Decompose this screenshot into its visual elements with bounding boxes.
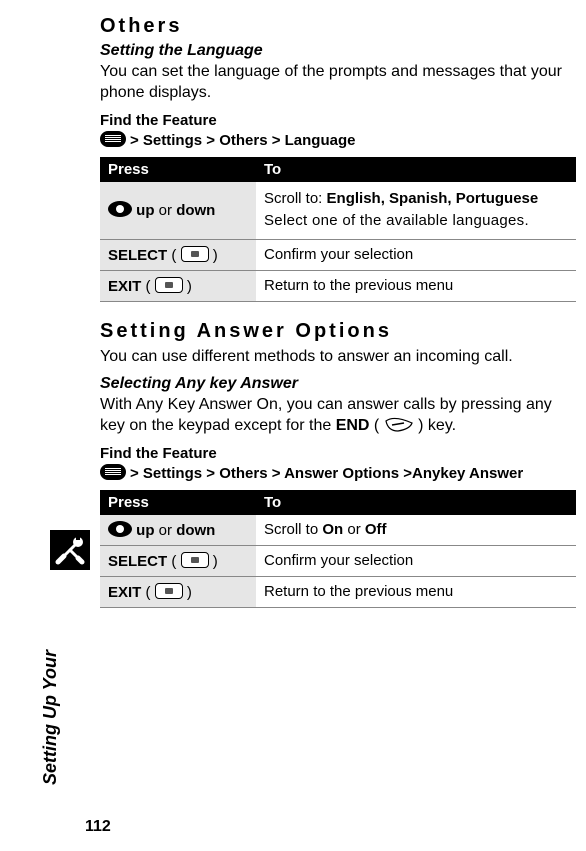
nav-key-icon <box>108 521 132 537</box>
body-anykey-d: ) key. <box>414 417 456 434</box>
or-label: or <box>343 521 365 538</box>
paren-open: ( <box>141 278 154 295</box>
down-label: down <box>176 202 215 219</box>
or-label: or <box>155 522 177 539</box>
find-feature-1: Find the Feature <box>100 112 576 129</box>
table1-r2-to: Confirm your selection <box>256 239 576 270</box>
body-answer: You can use different methods to answer … <box>100 347 576 368</box>
end-key-icon <box>384 417 414 433</box>
table1-r3-to: Return to the previous menu <box>256 270 576 301</box>
table2-r2-to: Confirm your selection <box>256 545 576 576</box>
table2-r1-press: up or down <box>100 515 256 546</box>
table2-r1-to: Scroll to On or Off <box>256 515 576 546</box>
nav-path-2-text: > Settings > Others > Answer Options >An… <box>130 465 523 482</box>
paren-open: ( <box>141 584 154 601</box>
subheading-language: Setting the Language <box>100 42 576 60</box>
instruction-table-1: Press To up or down Scroll to: English, … <box>100 157 576 302</box>
paren-open: ( <box>167 247 180 264</box>
paren-close: ) <box>183 278 192 295</box>
language-options: English, Spanish, Portuguese <box>327 190 539 207</box>
down-label: down <box>176 522 215 539</box>
select-language-label: Select one of the available languages. <box>264 212 529 229</box>
softkey-icon <box>181 246 209 262</box>
select-label: SELECT <box>108 247 167 264</box>
table1-r1-press: up or down <box>100 182 256 240</box>
table1-header-press: Press <box>100 157 256 182</box>
menu-icon <box>100 464 126 480</box>
table1-r1-to: Scroll to: English, Spanish, Portuguese … <box>256 182 576 240</box>
instruction-table-2: Press To up or down Scroll to On or Off … <box>100 490 576 608</box>
select-label: SELECT <box>108 553 167 570</box>
nav-path-1-text: > Settings > Others > Language <box>130 132 355 149</box>
scroll-to-label: Scroll to: <box>264 190 327 207</box>
paren-close: ) <box>209 553 218 570</box>
up-label: up <box>136 522 154 539</box>
paren-open: ( <box>167 553 180 570</box>
section-title-others: Others <box>100 15 576 38</box>
scroll-to-label: Scroll to <box>264 521 322 538</box>
page-number: 112 <box>85 818 111 836</box>
off-label: Off <box>365 521 387 538</box>
table2-header-press: Press <box>100 490 256 515</box>
side-label: Setting Up Your <box>40 650 61 785</box>
paren-close: ) <box>183 584 192 601</box>
wrench-icon <box>50 530 90 570</box>
body-anykey-a: With Any Key Answer On, you can answer c… <box>100 396 552 434</box>
table2-header-to: To <box>256 490 576 515</box>
body-language: You can set the language of the prompts … <box>100 62 576 104</box>
softkey-icon <box>155 583 183 599</box>
table2-r2-press: SELECT ( ) <box>100 545 256 576</box>
up-label: up <box>136 202 154 219</box>
softkey-icon <box>181 552 209 568</box>
exit-label: EXIT <box>108 278 141 295</box>
table2-r3-press: EXIT ( ) <box>100 576 256 607</box>
table2-r3-to: Return to the previous menu <box>256 576 576 607</box>
body-anykey: With Any Key Answer On, you can answer c… <box>100 395 576 437</box>
table1-r3-press: EXIT ( ) <box>100 270 256 301</box>
end-label: END <box>336 417 370 434</box>
softkey-icon <box>155 277 183 293</box>
nav-key-icon <box>108 201 132 217</box>
or-label: or <box>155 202 177 219</box>
subheading-anykey: Selecting Any key Answer <box>100 375 576 393</box>
nav-path-2: > Settings > Others > Answer Options >An… <box>100 464 576 482</box>
menu-icon <box>100 131 126 147</box>
table1-r2-press: SELECT ( ) <box>100 239 256 270</box>
on-label: On <box>322 521 343 538</box>
body-anykey-c: ( <box>369 417 383 434</box>
section-title-answer: Setting Answer Options <box>100 320 576 343</box>
paren-close: ) <box>209 247 218 264</box>
exit-label: EXIT <box>108 584 141 601</box>
nav-path-1: > Settings > Others > Language <box>100 131 576 149</box>
table1-header-to: To <box>256 157 576 182</box>
find-feature-2: Find the Feature <box>100 445 576 462</box>
